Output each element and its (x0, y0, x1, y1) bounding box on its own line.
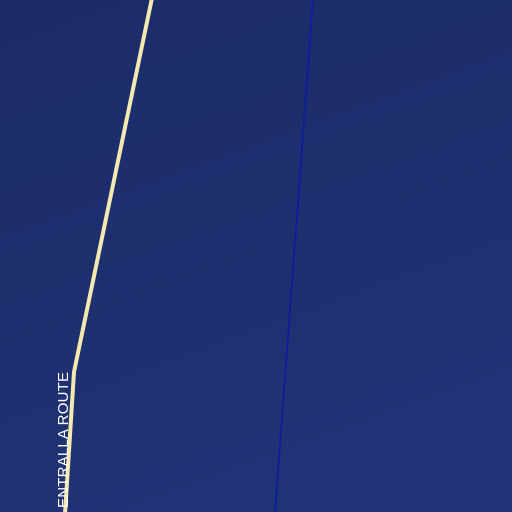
boundary-line (274, 0, 314, 512)
road-label: ENTRALLA ROUTE (55, 372, 72, 508)
road-line[interactable] (63, 0, 154, 512)
